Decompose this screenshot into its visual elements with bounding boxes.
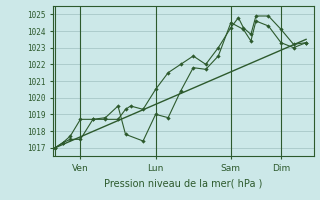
- X-axis label: Pression niveau de la mer( hPa ): Pression niveau de la mer( hPa ): [104, 178, 262, 188]
